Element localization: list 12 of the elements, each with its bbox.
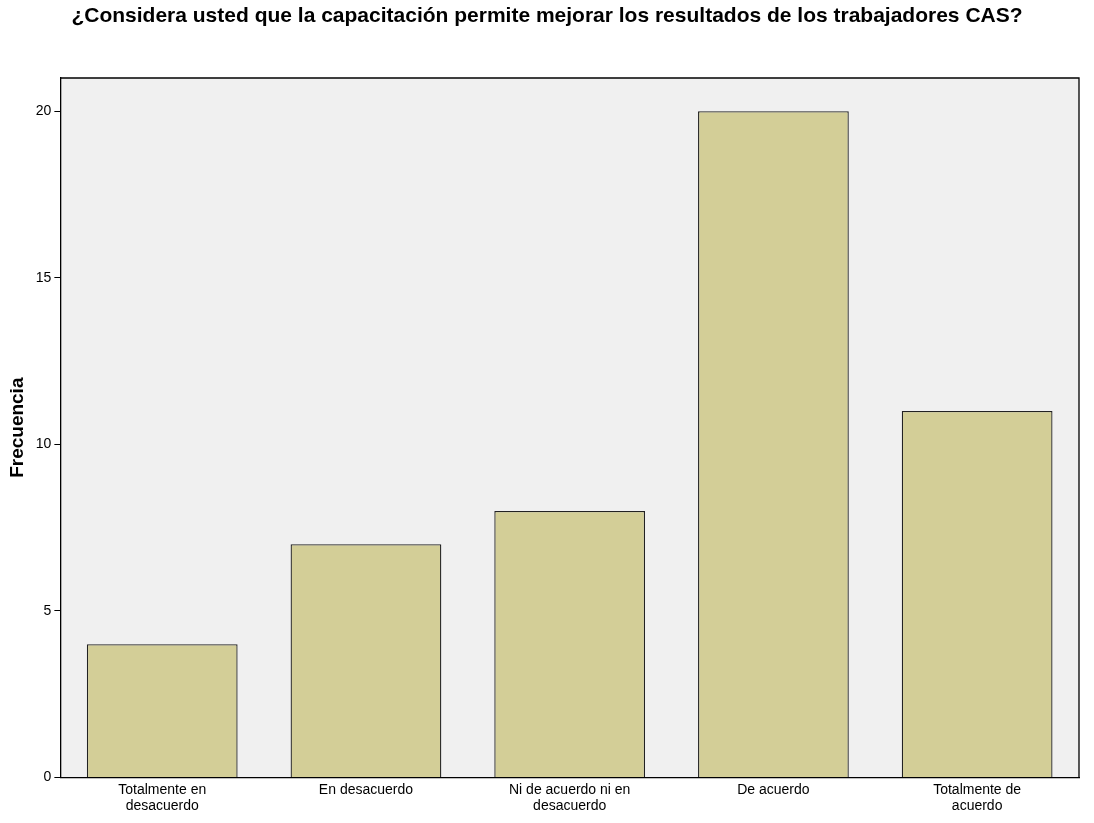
y-axis-title: Frecuencia xyxy=(5,377,27,478)
x-tick-label: Ni de acuerdo ni en desacuerdo xyxy=(508,780,631,814)
y-tick-label: 5 xyxy=(43,601,52,618)
x-tick-label: En desacuerdo xyxy=(318,780,414,797)
y-tick-label: 20 xyxy=(35,102,52,119)
y-tick-label: 15 xyxy=(35,268,52,285)
x-tick-label: Totalmente de acuerdo xyxy=(933,780,1022,814)
chart-title: ¿Considera usted que la capacitación permite mejorar los resultados de los trabajadores CAS? xyxy=(70,3,1024,26)
y-tick-label: 0 xyxy=(43,768,52,785)
y-tick-label: 10 xyxy=(35,435,52,452)
x-tick-label: Totalmente en desacuerdo xyxy=(118,780,207,814)
x-tick-label: De acuerdo xyxy=(737,780,810,797)
